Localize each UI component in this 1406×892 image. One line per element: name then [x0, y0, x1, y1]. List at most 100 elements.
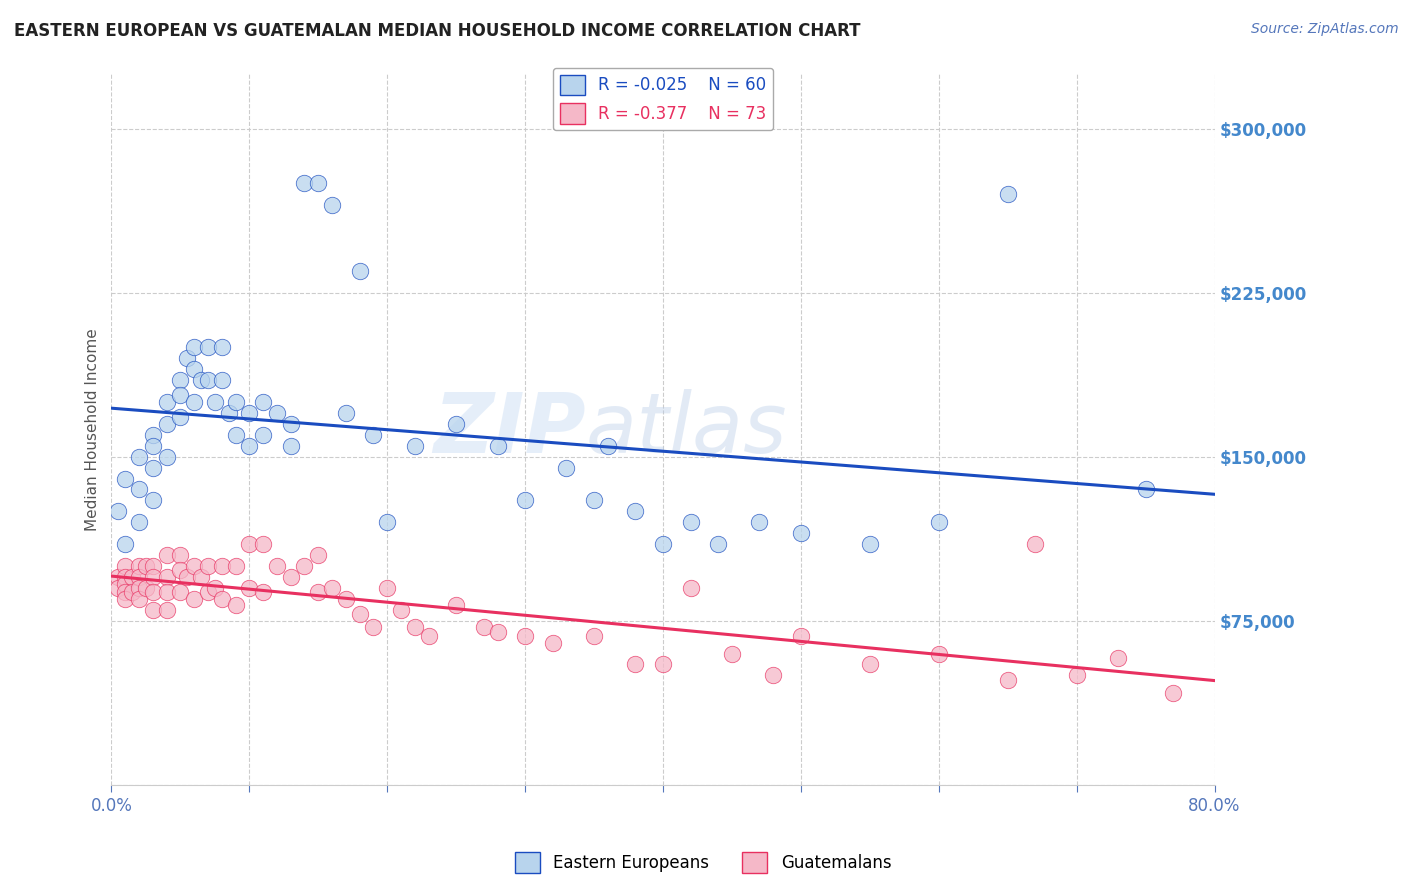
Text: atlas: atlas: [586, 389, 787, 470]
Point: [349, 607, 371, 622]
Point: [211, 340, 233, 354]
Point: [142, 559, 165, 574]
Point: [155, 417, 177, 431]
Point: [486, 624, 509, 639]
Point: [183, 591, 205, 606]
Point: [155, 450, 177, 464]
Point: [155, 570, 177, 584]
Point: [928, 647, 950, 661]
Point: [107, 570, 129, 584]
Point: [142, 427, 165, 442]
Point: [294, 176, 316, 190]
Point: [155, 585, 177, 599]
Point: [266, 559, 288, 574]
Point: [142, 439, 165, 453]
Point: [1135, 483, 1157, 497]
Point: [107, 581, 129, 595]
Point: [928, 516, 950, 530]
Point: [211, 373, 233, 387]
Point: [363, 620, 385, 634]
Point: [389, 603, 412, 617]
Point: [169, 585, 191, 599]
Point: [225, 559, 247, 574]
Point: [790, 629, 813, 643]
Point: [169, 410, 191, 425]
Point: [155, 603, 177, 617]
Point: [790, 526, 813, 541]
Point: [335, 406, 357, 420]
Point: [238, 439, 260, 453]
Point: [859, 657, 882, 672]
Point: [307, 176, 329, 190]
Point: [218, 406, 240, 420]
Point: [321, 581, 343, 595]
Point: [363, 427, 385, 442]
Point: [444, 599, 467, 613]
Point: [190, 570, 212, 584]
Point: [679, 581, 702, 595]
Point: [183, 559, 205, 574]
Point: [582, 629, 605, 643]
Point: [1107, 651, 1129, 665]
Point: [859, 537, 882, 551]
Point: [197, 559, 219, 574]
Point: [128, 450, 150, 464]
Point: [541, 635, 564, 649]
Point: [997, 673, 1019, 687]
Point: [375, 516, 398, 530]
Point: [135, 559, 157, 574]
Point: [252, 395, 274, 409]
Text: Source: ZipAtlas.com: Source: ZipAtlas.com: [1251, 22, 1399, 37]
Point: [128, 559, 150, 574]
Point: [513, 629, 536, 643]
Point: [321, 198, 343, 212]
Point: [142, 460, 165, 475]
Point: [238, 581, 260, 595]
Point: [114, 576, 136, 591]
Point: [472, 620, 495, 634]
Point: [721, 647, 744, 661]
Point: [748, 516, 770, 530]
Point: [128, 516, 150, 530]
Point: [114, 591, 136, 606]
Point: [707, 537, 730, 551]
Point: [121, 585, 143, 599]
Point: [404, 439, 426, 453]
Point: [169, 563, 191, 577]
Point: [280, 570, 302, 584]
Point: [176, 351, 198, 366]
Point: [142, 585, 165, 599]
Point: [404, 620, 426, 634]
Point: [190, 373, 212, 387]
Point: [1066, 668, 1088, 682]
Point: [294, 559, 316, 574]
Point: [513, 493, 536, 508]
Point: [582, 493, 605, 508]
Point: [142, 603, 165, 617]
Point: [762, 668, 785, 682]
Point: [121, 570, 143, 584]
Point: [252, 427, 274, 442]
Point: [114, 471, 136, 485]
Point: [169, 373, 191, 387]
Point: [114, 570, 136, 584]
Point: [486, 439, 509, 453]
Point: [624, 504, 647, 518]
Point: [555, 460, 578, 475]
Point: [204, 395, 226, 409]
Point: [197, 340, 219, 354]
Point: [280, 439, 302, 453]
Point: [155, 548, 177, 562]
Point: [114, 585, 136, 599]
Point: [335, 591, 357, 606]
Point: [652, 537, 675, 551]
Point: [197, 585, 219, 599]
Legend: Eastern Europeans, Guatemalans: Eastern Europeans, Guatemalans: [508, 846, 898, 880]
Point: [375, 581, 398, 595]
Point: [183, 340, 205, 354]
Point: [169, 548, 191, 562]
Legend: R = -0.025    N = 60, R = -0.377    N = 73: R = -0.025 N = 60, R = -0.377 N = 73: [553, 68, 773, 130]
Point: [238, 406, 260, 420]
Point: [135, 581, 157, 595]
Point: [128, 591, 150, 606]
